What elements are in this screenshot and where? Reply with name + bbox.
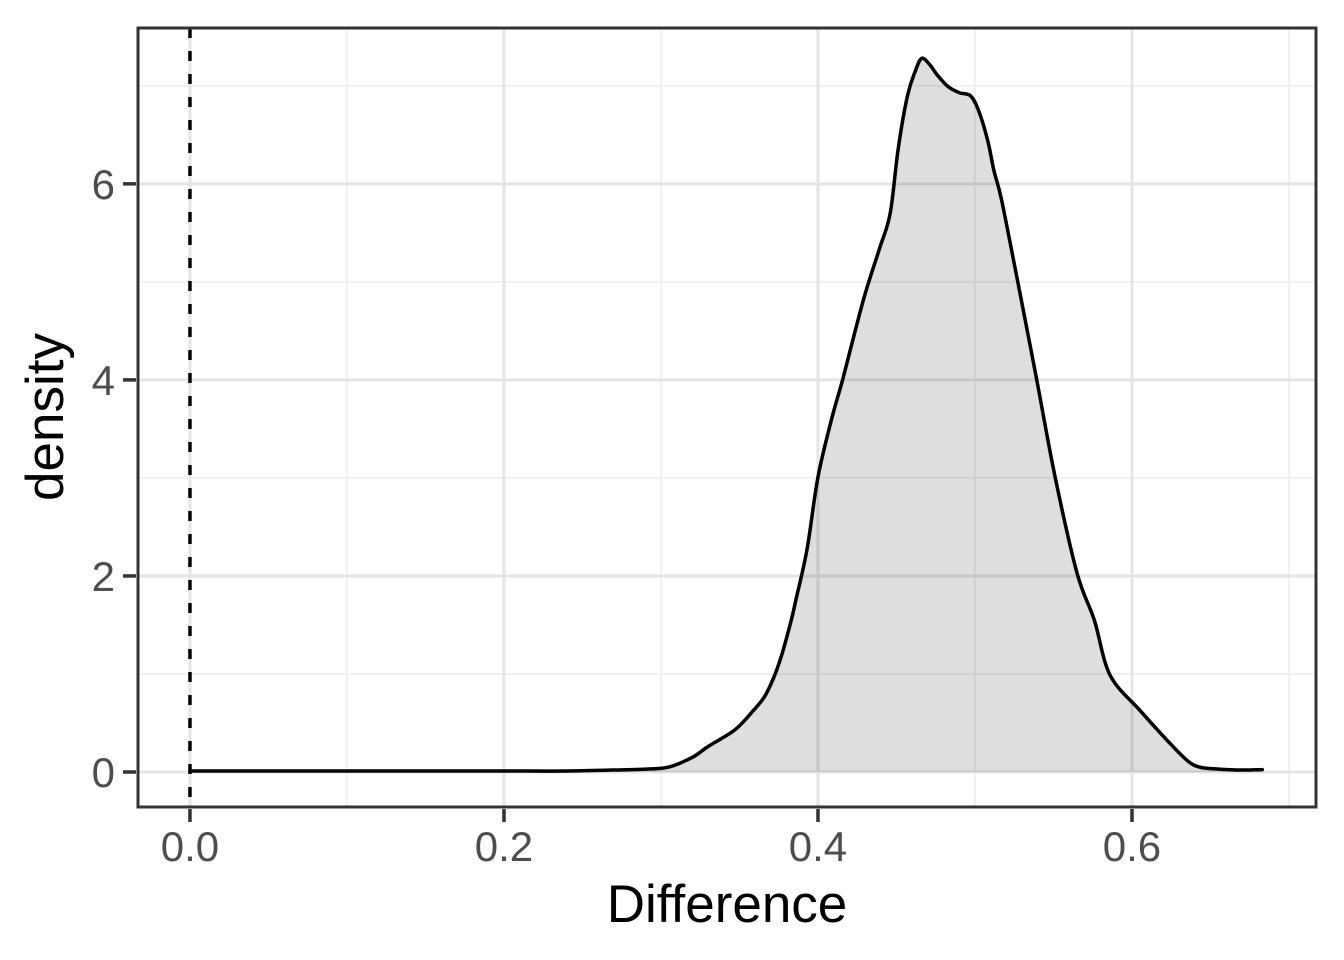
density-area-fill xyxy=(190,58,1263,773)
y-tick-label: 2 xyxy=(92,553,115,600)
y-tick-label: 0 xyxy=(92,749,115,796)
panel-border xyxy=(136,26,1318,809)
density-curve xyxy=(188,56,1265,773)
y-tick-label: 4 xyxy=(92,357,115,404)
major-gridlines xyxy=(138,28,1316,807)
y-axis-title: density xyxy=(15,333,75,501)
axis-ticks: 0.0 0.2 0.4 0.6 0 2 4 6 xyxy=(92,161,1162,870)
x-tick-label: 0.6 xyxy=(1103,823,1161,870)
minor-gridlines xyxy=(138,28,1316,807)
y-tick-label: 6 xyxy=(92,161,115,208)
x-tick-label: 0.2 xyxy=(475,823,533,870)
x-tick-label: 0.4 xyxy=(789,823,847,870)
x-tick-label: 0.0 xyxy=(161,823,219,870)
x-axis-title: Difference xyxy=(606,875,848,934)
